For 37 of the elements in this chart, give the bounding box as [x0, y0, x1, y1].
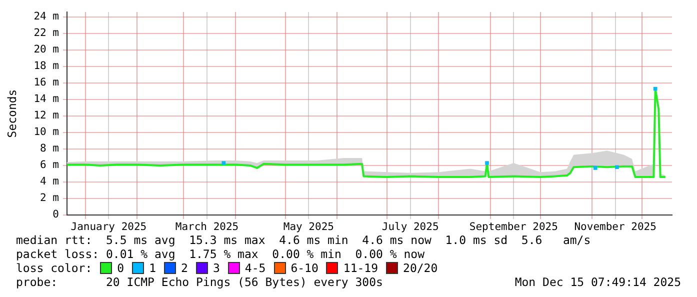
legend-label: 4-5: [244, 261, 266, 275]
y-tick-label: 0: [52, 208, 59, 221]
legend-label: 3: [212, 261, 220, 275]
legend-label: 11-19: [343, 261, 378, 275]
x-tick-label: March 2025: [175, 221, 239, 234]
y-tick-label: 10 m: [34, 126, 59, 138]
legend-label: 0: [117, 261, 124, 275]
y-tick-label: 4 m: [40, 176, 59, 188]
text: packet loss: 0.01 % avg 1.75 % max 0.00 % min 0.00 % now: [16, 247, 424, 261]
x-tick-label: September 2025: [469, 221, 558, 234]
y-tick-label: 6 m: [40, 159, 59, 172]
y-tick-label: 22 m: [34, 27, 59, 40]
point: [615, 165, 619, 170]
text: probe: 20 ICMP Echo Pings (56 Bytes) every 300s: [16, 275, 383, 289]
x-tick-label: July 2025: [382, 221, 439, 234]
y-tick-label: 24 m: [34, 10, 59, 23]
legend-label: 2: [181, 261, 188, 275]
point: [485, 161, 489, 165]
x-tick-label: January 2025: [70, 221, 147, 234]
y-tick-label: 16 m: [34, 76, 59, 89]
y-tick-label: 2 m: [40, 192, 59, 204]
y-tick-label: 14 m: [34, 93, 59, 106]
text: median rtt: 5.5 ms avg 15.3 ms max 4.6 ms min 4.6 ms now 1.0 ms sd 5.6 am/s: [16, 233, 591, 247]
y-axis-title: Seconds: [4, 89, 19, 138]
y-tick-label: 8 m: [40, 142, 59, 155]
y-tick-label: 20 m: [34, 44, 59, 56]
point: [222, 161, 226, 165]
point: [593, 166, 598, 170]
y-tick-label: 18 m: [34, 60, 59, 72]
text: Mon Dec 15 07:49:14 2025: [514, 275, 681, 289]
y-tick-label: 12 m: [34, 110, 59, 122]
x-tick-label: May 2025: [283, 221, 334, 234]
legend-label: 1: [149, 261, 156, 275]
legend-label: 20/20: [403, 261, 438, 275]
legend-title: loss color:: [16, 261, 92, 275]
legend-label: 6-10: [290, 261, 318, 275]
x-tick-label: November 2025: [574, 221, 656, 234]
